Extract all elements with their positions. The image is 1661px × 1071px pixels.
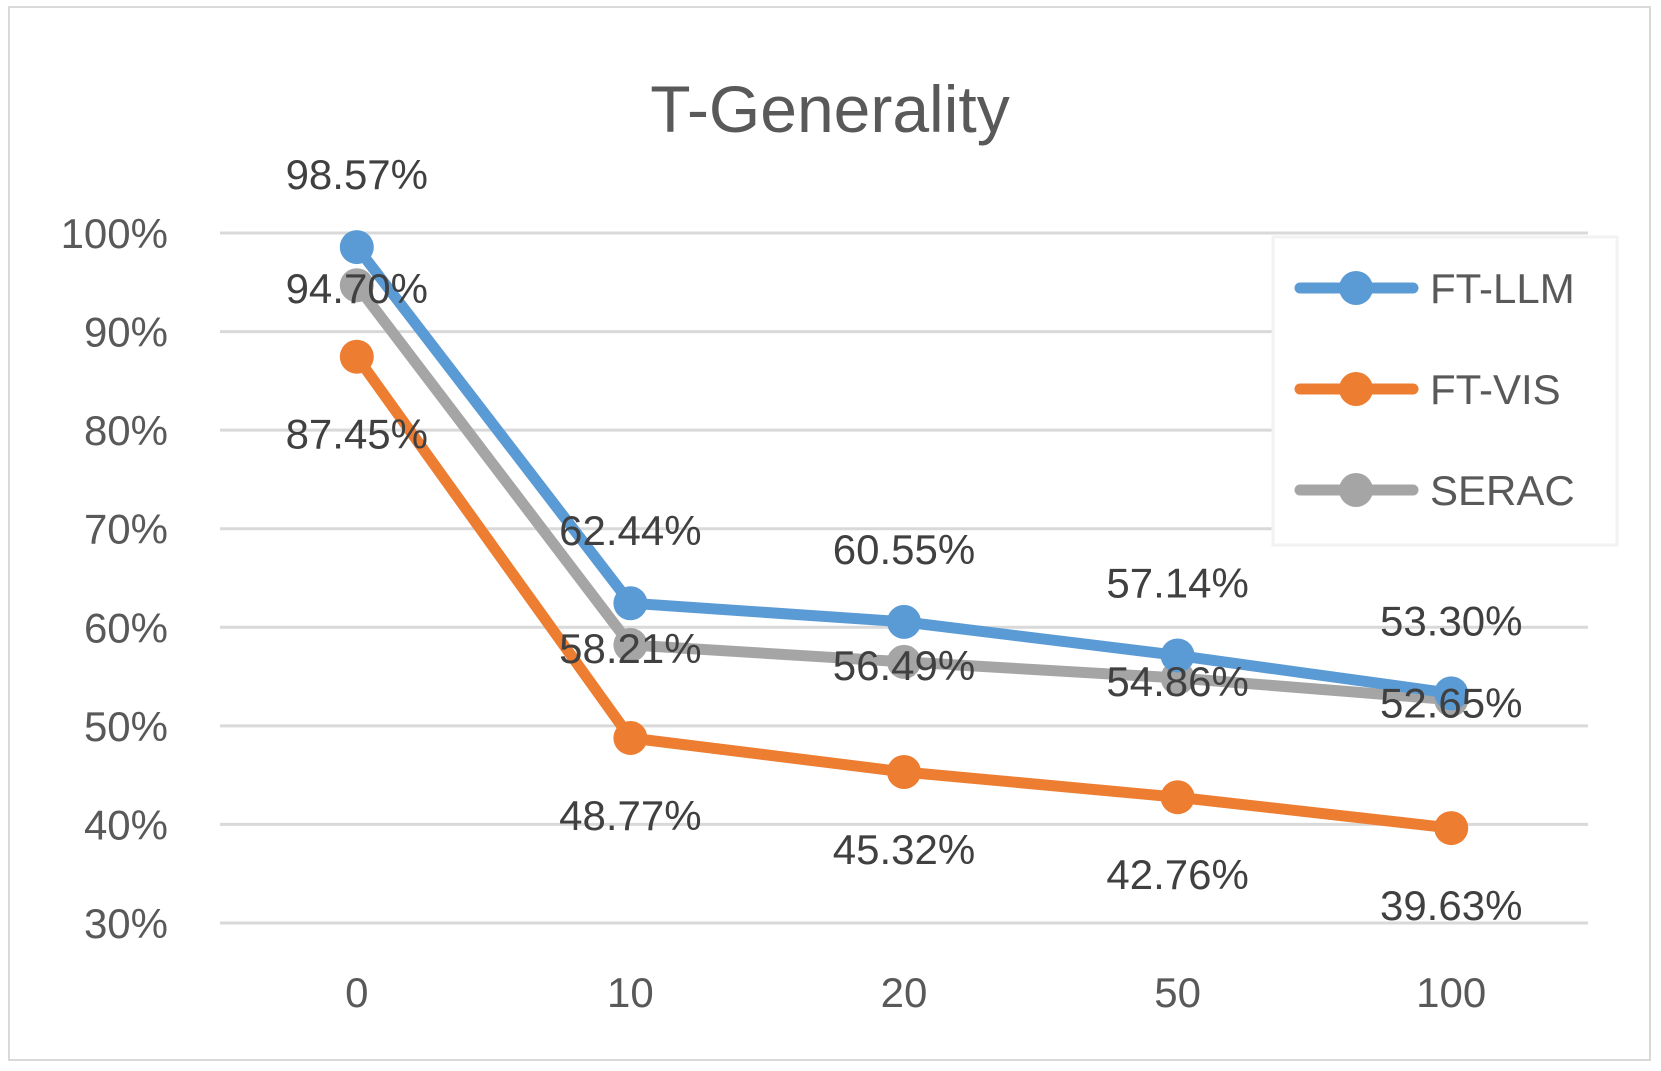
legend-marker bbox=[1339, 473, 1373, 507]
series-ft-llm bbox=[339, 230, 1469, 711]
legend-marker bbox=[1339, 372, 1373, 406]
data-label: 94.70% bbox=[286, 265, 428, 312]
x-tick-label: 100 bbox=[1416, 969, 1486, 1016]
data-label: 57.14% bbox=[1106, 559, 1248, 606]
data-label: 52.65% bbox=[1380, 680, 1522, 727]
data-labels: 98.57% 62.44% 60.55% 57.14% 53.30% 87.45% 48.7… bbox=[286, 151, 1523, 929]
y-tick-label: 70% bbox=[84, 506, 168, 553]
data-point bbox=[339, 230, 374, 265]
legend-item-ft-llm: FT-LLM bbox=[1294, 265, 1575, 312]
legend-label: SERAC bbox=[1430, 467, 1575, 514]
y-tick-label: 90% bbox=[84, 309, 168, 356]
data-point bbox=[1160, 780, 1195, 815]
series-lines bbox=[339, 230, 1469, 846]
legend-label: FT-VIS bbox=[1430, 366, 1561, 413]
data-label: 53.30% bbox=[1380, 597, 1522, 644]
data-label: 56.49% bbox=[833, 642, 975, 689]
legend: FT-LLM FT-VIS SERAC bbox=[1271, 235, 1619, 547]
data-label: 39.63% bbox=[1380, 882, 1522, 929]
y-tick-label: 40% bbox=[84, 801, 168, 848]
data-label: 58.21% bbox=[559, 625, 701, 672]
chart-title: T-Generality bbox=[650, 72, 1009, 146]
data-point bbox=[1434, 676, 1469, 711]
data-label: 48.77% bbox=[559, 792, 701, 839]
legend-label: FT-LLM bbox=[1430, 265, 1575, 312]
x-tick-label: 20 bbox=[881, 969, 928, 1016]
y-axis-ticks: 30% 40% 50% 60% 70% 80% 90% 100% bbox=[61, 210, 168, 947]
data-point bbox=[887, 644, 921, 679]
data-label: 87.45% bbox=[286, 411, 428, 458]
data-point bbox=[339, 339, 374, 374]
data-point bbox=[613, 627, 648, 662]
legend-item-serac: SERAC bbox=[1294, 467, 1575, 514]
y-tick-label: 30% bbox=[84, 900, 168, 947]
data-label: 62.44% bbox=[559, 507, 701, 554]
data-point bbox=[1160, 638, 1195, 673]
y-tick-label: 80% bbox=[84, 407, 168, 454]
data-label: 54.86% bbox=[1106, 658, 1248, 705]
data-label: 98.57% bbox=[286, 151, 428, 198]
x-tick-label: 50 bbox=[1154, 969, 1201, 1016]
data-label: 42.76% bbox=[1106, 851, 1248, 898]
series-ft-vis bbox=[339, 339, 1469, 846]
y-tick-label: 100% bbox=[61, 210, 168, 257]
data-point bbox=[1434, 811, 1469, 846]
data-point bbox=[613, 720, 648, 755]
data-point bbox=[613, 586, 648, 621]
x-tick-label: 10 bbox=[607, 969, 654, 1016]
data-point bbox=[339, 268, 374, 303]
legend-marker bbox=[1339, 271, 1373, 305]
y-tick-label: 50% bbox=[84, 703, 168, 750]
x-axis-ticks: 0 10 20 50 100 bbox=[345, 969, 1486, 1016]
data-label: 45.32% bbox=[833, 826, 975, 873]
legend-item-ft-vis: FT-VIS bbox=[1294, 366, 1561, 413]
data-label: 60.55% bbox=[833, 526, 975, 573]
data-point bbox=[887, 754, 921, 789]
data-point bbox=[887, 604, 921, 639]
y-tick-label: 60% bbox=[84, 604, 168, 651]
x-tick-label: 0 bbox=[345, 969, 368, 1016]
